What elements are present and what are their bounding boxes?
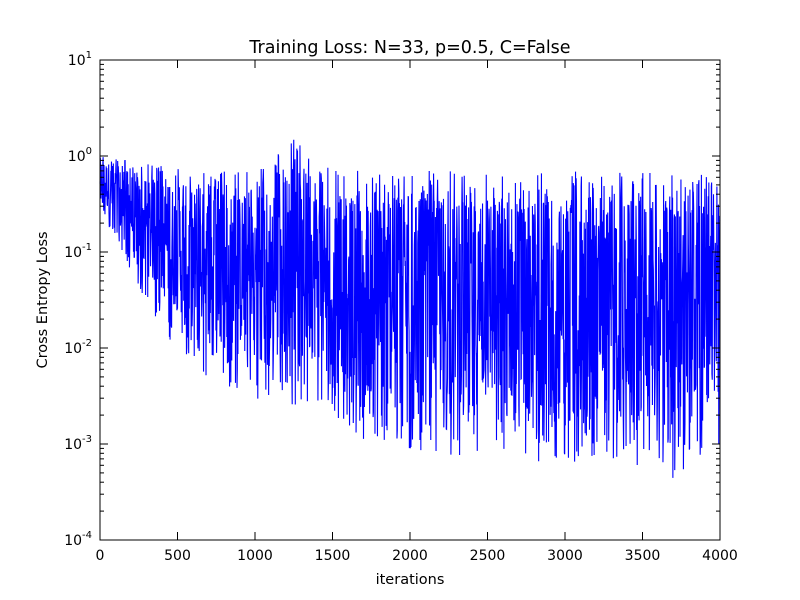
x-tick-label: 2500 <box>470 548 506 564</box>
y-tick-label: 100 <box>68 146 92 165</box>
x-tick-label: 500 <box>164 548 191 564</box>
x-tick-label: 0 <box>96 548 105 564</box>
x-tick-label: 1000 <box>237 548 273 564</box>
y-tick-label: 10-3 <box>64 434 92 453</box>
plot-area <box>99 139 721 478</box>
x-axis-label: iterations <box>376 572 445 588</box>
y-axis-label: Cross Entropy Loss <box>35 231 51 368</box>
y-tick-label: 10-1 <box>64 242 92 261</box>
y-tick-label: 10-2 <box>64 338 92 357</box>
x-axis: 0 500 1000 1500 2000 2500 3000 3500 4000 <box>96 60 738 564</box>
x-tick-label: 2000 <box>392 548 428 564</box>
x-tick-label: 3500 <box>625 548 661 564</box>
x-tick-label: 3000 <box>547 548 583 564</box>
y-tick-label: 10-4 <box>64 530 92 549</box>
y-axis: 101 100 10-1 10-2 10-3 10-4 <box>64 50 720 549</box>
loss-line <box>99 139 721 478</box>
x-tick-label: 1500 <box>315 548 351 564</box>
x-tick-label: 4000 <box>702 548 738 564</box>
y-tick-label: 101 <box>68 50 92 69</box>
chart-title: Training Loss: N=33, p=0.5, C=False <box>248 38 570 58</box>
